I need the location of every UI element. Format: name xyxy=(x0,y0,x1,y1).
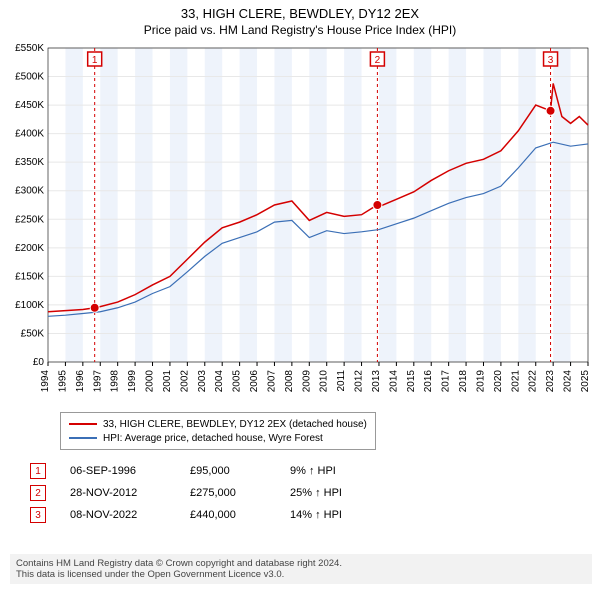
svg-text:1998: 1998 xyxy=(110,370,121,393)
svg-text:£400K: £400K xyxy=(15,129,44,140)
svg-text:2006: 2006 xyxy=(249,370,260,393)
svg-text:£100K: £100K xyxy=(15,300,44,311)
sales-row: 3 08-NOV-2022 £440,000 14% ↑ HPI xyxy=(30,504,380,526)
svg-text:£250K: £250K xyxy=(15,214,44,225)
title-sub: Price paid vs. HM Land Registry's House … xyxy=(0,21,600,41)
svg-text:£50K: £50K xyxy=(21,328,45,339)
svg-text:2001: 2001 xyxy=(162,370,173,393)
svg-text:1: 1 xyxy=(92,55,98,66)
svg-text:£150K: £150K xyxy=(15,271,44,282)
svg-text:£450K: £450K xyxy=(15,100,44,111)
sale-marker-box: 3 xyxy=(30,507,46,523)
svg-text:2020: 2020 xyxy=(493,370,504,393)
svg-text:2007: 2007 xyxy=(266,370,277,393)
svg-text:2013: 2013 xyxy=(371,370,382,393)
sale-price: £275,000 xyxy=(190,487,290,499)
svg-text:£550K: £550K xyxy=(15,44,44,54)
svg-text:2018: 2018 xyxy=(458,370,469,393)
price-chart: £0 £50K £100K £150K £200K £250K £300K £350K £400… xyxy=(0,44,600,404)
svg-text:1999: 1999 xyxy=(127,370,138,393)
svg-text:2025: 2025 xyxy=(580,370,591,393)
svg-text:2021: 2021 xyxy=(510,370,521,393)
svg-text:2019: 2019 xyxy=(475,370,486,393)
svg-text:2011: 2011 xyxy=(336,370,347,392)
svg-text:2015: 2015 xyxy=(406,370,417,393)
footer-line2: This data is licensed under the Open Gov… xyxy=(16,569,586,580)
svg-text:1996: 1996 xyxy=(75,370,86,393)
svg-text:2: 2 xyxy=(375,55,381,66)
sale-date: 06-SEP-1996 xyxy=(70,465,190,477)
sale-diff: 9% ↑ HPI xyxy=(290,465,380,477)
svg-text:2010: 2010 xyxy=(319,370,330,393)
title-address: 33, HIGH CLERE, BEWDLEY, DY12 2EX xyxy=(0,0,600,21)
sale-diff: 25% ↑ HPI xyxy=(290,487,380,499)
sales-table: 1 06-SEP-1996 £95,000 9% ↑ HPI 2 28-NOV-… xyxy=(30,460,380,526)
legend: 33, HIGH CLERE, BEWDLEY, DY12 2EX (detac… xyxy=(60,412,376,450)
sale-marker-box: 2 xyxy=(30,485,46,501)
svg-text:2008: 2008 xyxy=(284,370,295,393)
svg-text:1995: 1995 xyxy=(57,370,68,393)
svg-text:2009: 2009 xyxy=(301,370,312,393)
svg-text:2005: 2005 xyxy=(232,370,243,393)
sales-row: 2 28-NOV-2012 £275,000 25% ↑ HPI xyxy=(30,482,380,504)
sale-date: 08-NOV-2022 xyxy=(70,509,190,521)
svg-text:£200K: £200K xyxy=(15,243,44,254)
svg-text:2024: 2024 xyxy=(563,370,574,393)
svg-text:1997: 1997 xyxy=(92,370,103,393)
legend-label: HPI: Average price, detached house, Wyre… xyxy=(103,433,323,444)
sale-diff: 14% ↑ HPI xyxy=(290,509,380,521)
svg-text:£0: £0 xyxy=(33,357,45,368)
svg-text:2022: 2022 xyxy=(528,370,539,393)
svg-text:2023: 2023 xyxy=(545,370,556,393)
footer-line1: Contains HM Land Registry data © Crown c… xyxy=(16,558,586,569)
svg-text:1994: 1994 xyxy=(40,370,51,393)
svg-text:£300K: £300K xyxy=(15,186,44,197)
svg-text:£500K: £500K xyxy=(15,72,44,83)
legend-swatch xyxy=(69,437,97,439)
svg-text:2003: 2003 xyxy=(197,370,208,393)
svg-text:2017: 2017 xyxy=(441,370,452,393)
sale-price: £95,000 xyxy=(190,465,290,477)
svg-text:2000: 2000 xyxy=(145,370,156,393)
sale-date: 28-NOV-2012 xyxy=(70,487,190,499)
sale-marker-box: 1 xyxy=(30,463,46,479)
svg-text:2012: 2012 xyxy=(354,370,365,393)
svg-text:2002: 2002 xyxy=(179,370,190,393)
legend-row: 33, HIGH CLERE, BEWDLEY, DY12 2EX (detac… xyxy=(69,417,367,431)
svg-text:3: 3 xyxy=(548,55,554,66)
svg-text:2004: 2004 xyxy=(214,370,225,393)
svg-text:£350K: £350K xyxy=(15,157,44,168)
sale-price: £440,000 xyxy=(190,509,290,521)
legend-swatch xyxy=(69,423,97,425)
svg-text:2016: 2016 xyxy=(423,370,434,393)
footer: Contains HM Land Registry data © Crown c… xyxy=(10,554,592,584)
legend-row: HPI: Average price, detached house, Wyre… xyxy=(69,431,367,445)
sales-row: 1 06-SEP-1996 £95,000 9% ↑ HPI xyxy=(30,460,380,482)
svg-text:2014: 2014 xyxy=(388,370,399,393)
legend-label: 33, HIGH CLERE, BEWDLEY, DY12 2EX (detac… xyxy=(103,419,367,430)
